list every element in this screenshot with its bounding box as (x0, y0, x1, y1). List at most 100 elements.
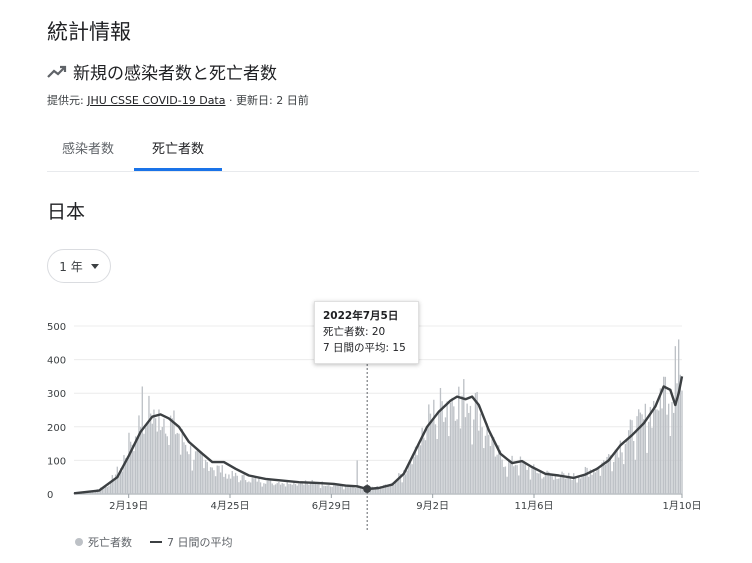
bar (571, 480, 573, 494)
bar (504, 466, 507, 494)
bar (638, 409, 640, 494)
bar (541, 478, 543, 494)
bar (181, 429, 183, 494)
bar (416, 455, 418, 494)
bar (356, 460, 358, 494)
bar (594, 472, 597, 494)
bar (161, 427, 163, 494)
bar (481, 427, 483, 494)
bar (598, 468, 600, 494)
bar (273, 485, 275, 494)
bar (559, 476, 562, 494)
bar (108, 485, 110, 494)
bar (316, 484, 318, 494)
bar (239, 480, 242, 494)
bar (309, 483, 312, 494)
bar (136, 439, 138, 494)
bar (224, 473, 227, 494)
bar (188, 454, 190, 494)
bar (556, 478, 558, 494)
bar (563, 473, 565, 494)
bar (104, 486, 107, 494)
bar (636, 416, 638, 494)
bar (199, 451, 202, 494)
bar (448, 436, 450, 494)
bar (156, 431, 158, 494)
bar (193, 459, 195, 494)
bar (673, 412, 675, 494)
bar (574, 477, 577, 494)
updated-text: · 更新日: 2 日前 (229, 94, 309, 107)
bar (393, 484, 395, 494)
bar (198, 449, 200, 494)
bar (526, 469, 528, 494)
bar (498, 445, 500, 494)
bar (126, 456, 128, 494)
bar (449, 402, 452, 494)
bar (159, 430, 162, 494)
bar (633, 440, 635, 494)
bar (206, 462, 208, 494)
bar (678, 339, 680, 494)
range-dropdown[interactable]: 1 年 (47, 249, 111, 283)
bar (509, 461, 512, 494)
bar (214, 476, 217, 494)
deaths-chart[interactable]: 0 100 200 300 400 500 2月19日 4月25日 6月29日 9月2日 11月6日… (0, 300, 752, 530)
bar (384, 484, 387, 494)
bar (516, 465, 518, 494)
bar (344, 484, 347, 494)
bar (538, 473, 540, 494)
bar (114, 474, 117, 494)
bar (433, 399, 435, 494)
bar (414, 446, 417, 494)
bar (119, 468, 122, 494)
bar (201, 454, 203, 494)
bar (346, 485, 348, 494)
bar (164, 433, 167, 494)
tab-cases[interactable]: 感染者数 (62, 142, 115, 157)
bar (548, 471, 550, 494)
bar (404, 474, 407, 494)
tab-deaths[interactable]: 死亡者数 (152, 142, 205, 157)
bar (246, 482, 248, 494)
bar (441, 401, 443, 494)
bar (501, 459, 503, 494)
bar (473, 419, 475, 494)
bar (616, 448, 618, 494)
bar (361, 486, 363, 494)
bar (141, 386, 143, 494)
bar (544, 474, 547, 494)
bar (513, 466, 515, 494)
bar (418, 442, 420, 494)
bar (453, 406, 455, 494)
bar (573, 473, 575, 494)
bar (94, 490, 97, 494)
bar (413, 456, 415, 494)
bar (454, 420, 457, 494)
legend-bar-swatch (75, 538, 83, 546)
bar (431, 419, 433, 494)
bar (271, 483, 273, 494)
bar (533, 464, 535, 494)
bar (554, 475, 557, 494)
average-line-path (73, 376, 684, 495)
bar (251, 477, 253, 494)
bar (299, 481, 302, 494)
bar (601, 462, 603, 494)
bar (343, 489, 345, 494)
bar (546, 470, 548, 494)
bar (168, 444, 170, 494)
source-link[interactable]: JHU CSSE COVID-19 Data (87, 94, 226, 107)
bar (419, 445, 422, 494)
bar (606, 456, 608, 494)
bar (253, 478, 255, 494)
bar (443, 421, 445, 494)
bar (163, 418, 165, 494)
bar (306, 482, 308, 494)
bar (171, 418, 173, 494)
bar (243, 474, 245, 494)
bar (233, 476, 235, 494)
bars (73, 339, 683, 494)
bar (604, 464, 607, 494)
bar (331, 486, 333, 494)
